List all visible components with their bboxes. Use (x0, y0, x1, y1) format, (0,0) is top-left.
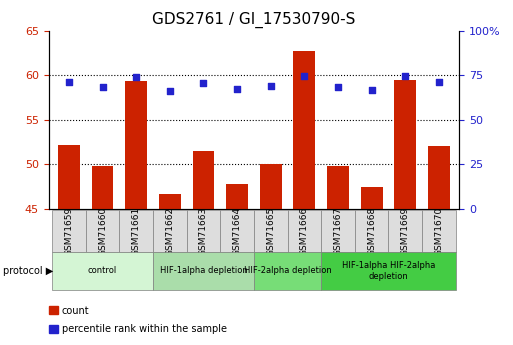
Bar (260, 164, 282, 209)
Bar (58, 145, 80, 209)
Point (166, 88, 174, 93)
Text: GSM71668: GSM71668 (367, 207, 376, 256)
Text: control: control (88, 266, 117, 275)
Text: GSM71660: GSM71660 (98, 207, 107, 256)
Text: count: count (62, 306, 89, 315)
Bar (86, 210, 120, 252)
Text: GSM71670: GSM71670 (435, 207, 443, 256)
Bar (293, 51, 315, 209)
Bar (254, 252, 321, 290)
Bar (226, 184, 248, 209)
Bar (428, 146, 450, 209)
Text: GSM71665: GSM71665 (266, 207, 275, 256)
Text: GSM71669: GSM71669 (401, 207, 410, 256)
Bar (52, 210, 86, 252)
Text: GSM71659: GSM71659 (65, 207, 73, 256)
Bar (394, 80, 416, 209)
Point (65, 79, 73, 85)
Point (132, 75, 140, 80)
Text: GSM71661: GSM71661 (132, 207, 141, 256)
Bar (288, 210, 321, 252)
Text: GSM71664: GSM71664 (232, 207, 242, 256)
Bar (192, 151, 214, 209)
Point (368, 87, 376, 92)
Bar (187, 210, 220, 252)
Bar (327, 166, 349, 209)
Bar (125, 81, 147, 209)
Bar (361, 187, 383, 209)
Bar (388, 210, 422, 252)
Text: HIF-1alpha HIF-2alpha
depletion: HIF-1alpha HIF-2alpha depletion (342, 261, 435, 280)
Text: GSM71667: GSM71667 (333, 207, 343, 256)
Bar (153, 210, 187, 252)
Text: percentile rank within the sample: percentile rank within the sample (62, 325, 227, 334)
Point (334, 84, 342, 90)
Title: GDS2761 / GI_17530790-S: GDS2761 / GI_17530790-S (152, 12, 356, 28)
Text: HIF-1alpha depletion: HIF-1alpha depletion (160, 266, 247, 275)
Bar (159, 194, 181, 209)
Bar (120, 210, 153, 252)
Text: HIF-2alpha depletion: HIF-2alpha depletion (244, 266, 331, 275)
Point (233, 86, 241, 91)
Point (435, 79, 443, 85)
Text: GSM71663: GSM71663 (199, 207, 208, 256)
Text: protocol ▶: protocol ▶ (3, 266, 53, 276)
Point (98, 84, 107, 90)
Bar (92, 166, 113, 209)
Point (401, 73, 409, 79)
Bar (52, 252, 153, 290)
Bar (220, 210, 254, 252)
Point (200, 81, 208, 86)
Bar (422, 210, 456, 252)
Bar (355, 210, 388, 252)
Bar (321, 252, 456, 290)
Text: GSM71662: GSM71662 (165, 207, 174, 256)
Text: GSM71666: GSM71666 (300, 207, 309, 256)
Bar (153, 252, 254, 290)
Bar (321, 210, 355, 252)
Point (300, 73, 308, 79)
Bar (254, 210, 288, 252)
Point (267, 83, 275, 89)
